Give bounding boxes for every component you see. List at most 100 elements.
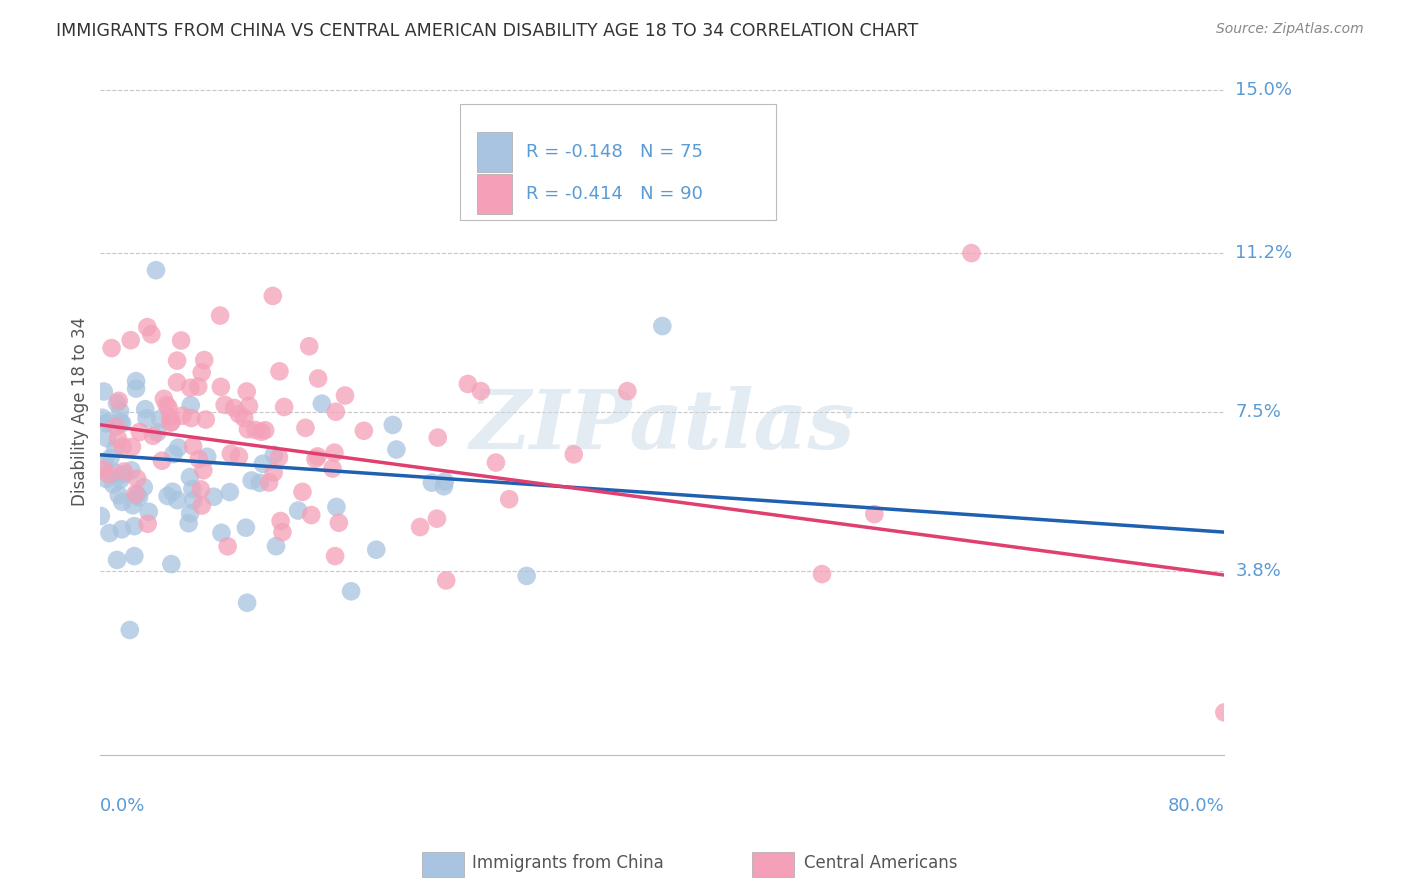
Point: [287, 503, 309, 517]
Text: R = -0.414   N = 90: R = -0.414 N = 90: [526, 186, 703, 203]
Point: [235, 521, 257, 535]
Point: [167, 441, 190, 455]
Point: [111, 495, 134, 509]
Point: [120, 333, 142, 347]
Point: [245, 423, 267, 437]
Point: [127, 488, 149, 502]
Point: [498, 492, 520, 507]
Point: [179, 507, 201, 521]
Point: [190, 366, 212, 380]
Point: [172, 409, 194, 423]
Point: [264, 539, 287, 553]
Point: [141, 327, 163, 342]
Point: [263, 466, 285, 480]
Point: [135, 411, 157, 425]
Point: [651, 319, 673, 334]
Point: [105, 553, 128, 567]
Point: [409, 520, 432, 534]
Point: [162, 447, 184, 461]
Point: [112, 467, 135, 482]
Point: [194, 412, 217, 426]
Point: [218, 485, 240, 500]
Point: [97, 467, 120, 482]
Point: [170, 334, 193, 348]
Point: [166, 376, 188, 390]
Point: [366, 542, 388, 557]
Point: [101, 477, 124, 491]
Point: [236, 596, 259, 610]
Point: [960, 246, 983, 260]
Point: [214, 398, 236, 412]
Point: [136, 516, 159, 531]
Point: [150, 454, 173, 468]
Text: 15.0%: 15.0%: [1236, 81, 1292, 99]
Point: [128, 425, 150, 439]
Point: [271, 525, 294, 540]
Point: [104, 442, 127, 456]
Point: [181, 482, 204, 496]
Text: Immigrants from China: Immigrants from China: [472, 855, 664, 872]
Point: [105, 419, 128, 434]
Point: [616, 384, 638, 399]
Point: [811, 567, 834, 582]
Point: [381, 417, 404, 432]
Point: [107, 393, 129, 408]
Point: [111, 522, 134, 536]
Point: [121, 440, 143, 454]
Point: [273, 400, 295, 414]
Point: [180, 411, 202, 425]
Point: [321, 461, 343, 475]
Point: [209, 380, 232, 394]
Point: [160, 557, 183, 571]
Point: [516, 569, 538, 583]
Point: [187, 379, 209, 393]
Point: [110, 415, 132, 429]
Point: [187, 452, 209, 467]
Point: [159, 409, 181, 424]
Point: [156, 489, 179, 503]
Point: [307, 371, 329, 385]
Point: [609, 147, 631, 161]
Point: [193, 463, 215, 477]
Point: [228, 407, 250, 421]
Point: [98, 526, 121, 541]
Point: [298, 339, 321, 353]
Point: [107, 488, 129, 502]
Point: [157, 401, 180, 415]
Point: [470, 384, 492, 398]
Point: [433, 475, 456, 489]
Point: [159, 416, 181, 430]
Point: [104, 466, 127, 480]
Point: [142, 429, 165, 443]
Point: [136, 320, 159, 334]
Point: [181, 439, 204, 453]
Point: [190, 483, 212, 497]
Point: [134, 402, 156, 417]
Point: [96, 431, 118, 445]
Point: [149, 412, 172, 426]
Point: [96, 472, 118, 486]
Text: Central Americans: Central Americans: [804, 855, 957, 872]
Point: [112, 465, 135, 479]
Point: [209, 309, 232, 323]
Point: [179, 381, 201, 395]
Point: [236, 422, 259, 436]
Point: [90, 508, 112, 523]
Point: [333, 388, 356, 402]
Point: [426, 431, 449, 445]
Point: [291, 484, 314, 499]
Point: [235, 384, 257, 399]
Point: [254, 423, 277, 437]
Point: [299, 508, 322, 522]
Point: [263, 448, 285, 462]
Point: [1213, 706, 1236, 720]
Point: [307, 450, 329, 464]
Point: [257, 475, 280, 490]
Point: [385, 442, 408, 457]
Text: 11.2%: 11.2%: [1236, 244, 1292, 262]
Point: [100, 451, 122, 466]
Text: Source: ZipAtlas.com: Source: ZipAtlas.com: [1216, 22, 1364, 37]
Point: [202, 490, 225, 504]
Text: 7.5%: 7.5%: [1236, 403, 1281, 421]
Point: [353, 424, 375, 438]
